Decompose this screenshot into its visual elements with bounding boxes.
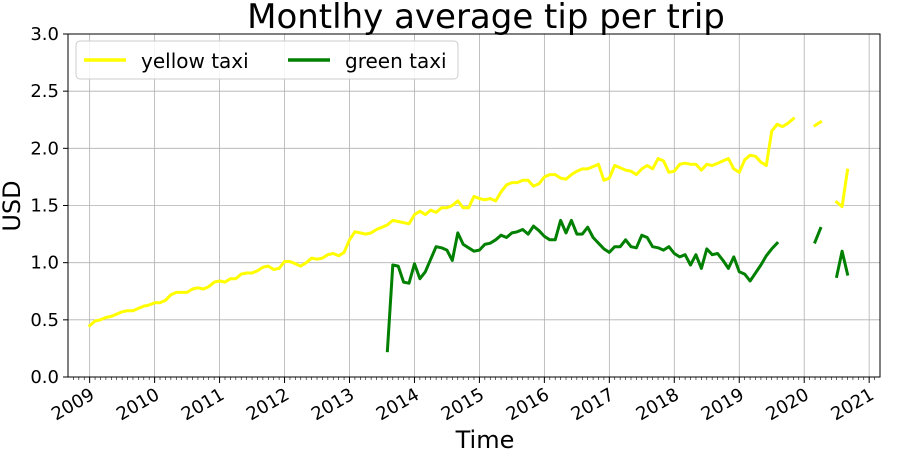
x-tick-label: 2014 xyxy=(373,384,423,425)
y-tick-label: 0.0 xyxy=(30,367,59,388)
chart-title: Montlhy average tip per trip xyxy=(247,0,725,37)
x-tick-label: 2019 xyxy=(698,384,748,425)
y-tick-label: 1.5 xyxy=(30,196,59,217)
x-tick-label: 2017 xyxy=(568,384,618,425)
legend-box xyxy=(75,40,459,80)
series-line-yellow-taxi xyxy=(87,116,850,328)
x-tick-label: 2020 xyxy=(763,384,813,425)
x-tick-label: 2012 xyxy=(243,384,293,425)
x-tick-label: 2015 xyxy=(438,384,488,425)
x-tick-label: 2010 xyxy=(113,384,163,425)
x-axis-label: Time xyxy=(455,426,515,453)
y-tick-label: 2.5 xyxy=(30,81,59,102)
x-tick-label: 2016 xyxy=(503,384,553,425)
series-lines xyxy=(87,116,850,353)
y-axis-label: USD xyxy=(0,180,26,231)
y-tick-label: 2.0 xyxy=(30,138,59,159)
y-tick-label: 3.0 xyxy=(30,24,59,45)
y-tick-label: 0.5 xyxy=(30,310,59,331)
grid-lines xyxy=(68,33,880,378)
legend-label-yellow-taxi: yellow taxi xyxy=(141,49,249,73)
x-tick-label: 2011 xyxy=(178,384,228,425)
x-tick-label: 2009 xyxy=(48,384,98,425)
y-tick-label: 1.0 xyxy=(30,253,59,274)
legend: yellow taxi green taxi xyxy=(75,40,459,80)
series-line-green-taxi xyxy=(385,218,850,353)
x-axis: 2009 2010 2011 2012 2013 2014 2015 2016 2017 2018… xyxy=(48,377,878,425)
y-axis: 0.0 0.5 1.0 1.5 2.0 2.5 3.0 xyxy=(30,24,68,388)
x-tick-label: 2018 xyxy=(633,384,683,425)
x-tick-label: 2021 xyxy=(827,384,877,425)
legend-label-green-taxi: green taxi xyxy=(345,49,447,73)
x-tick-label: 2013 xyxy=(308,384,358,425)
